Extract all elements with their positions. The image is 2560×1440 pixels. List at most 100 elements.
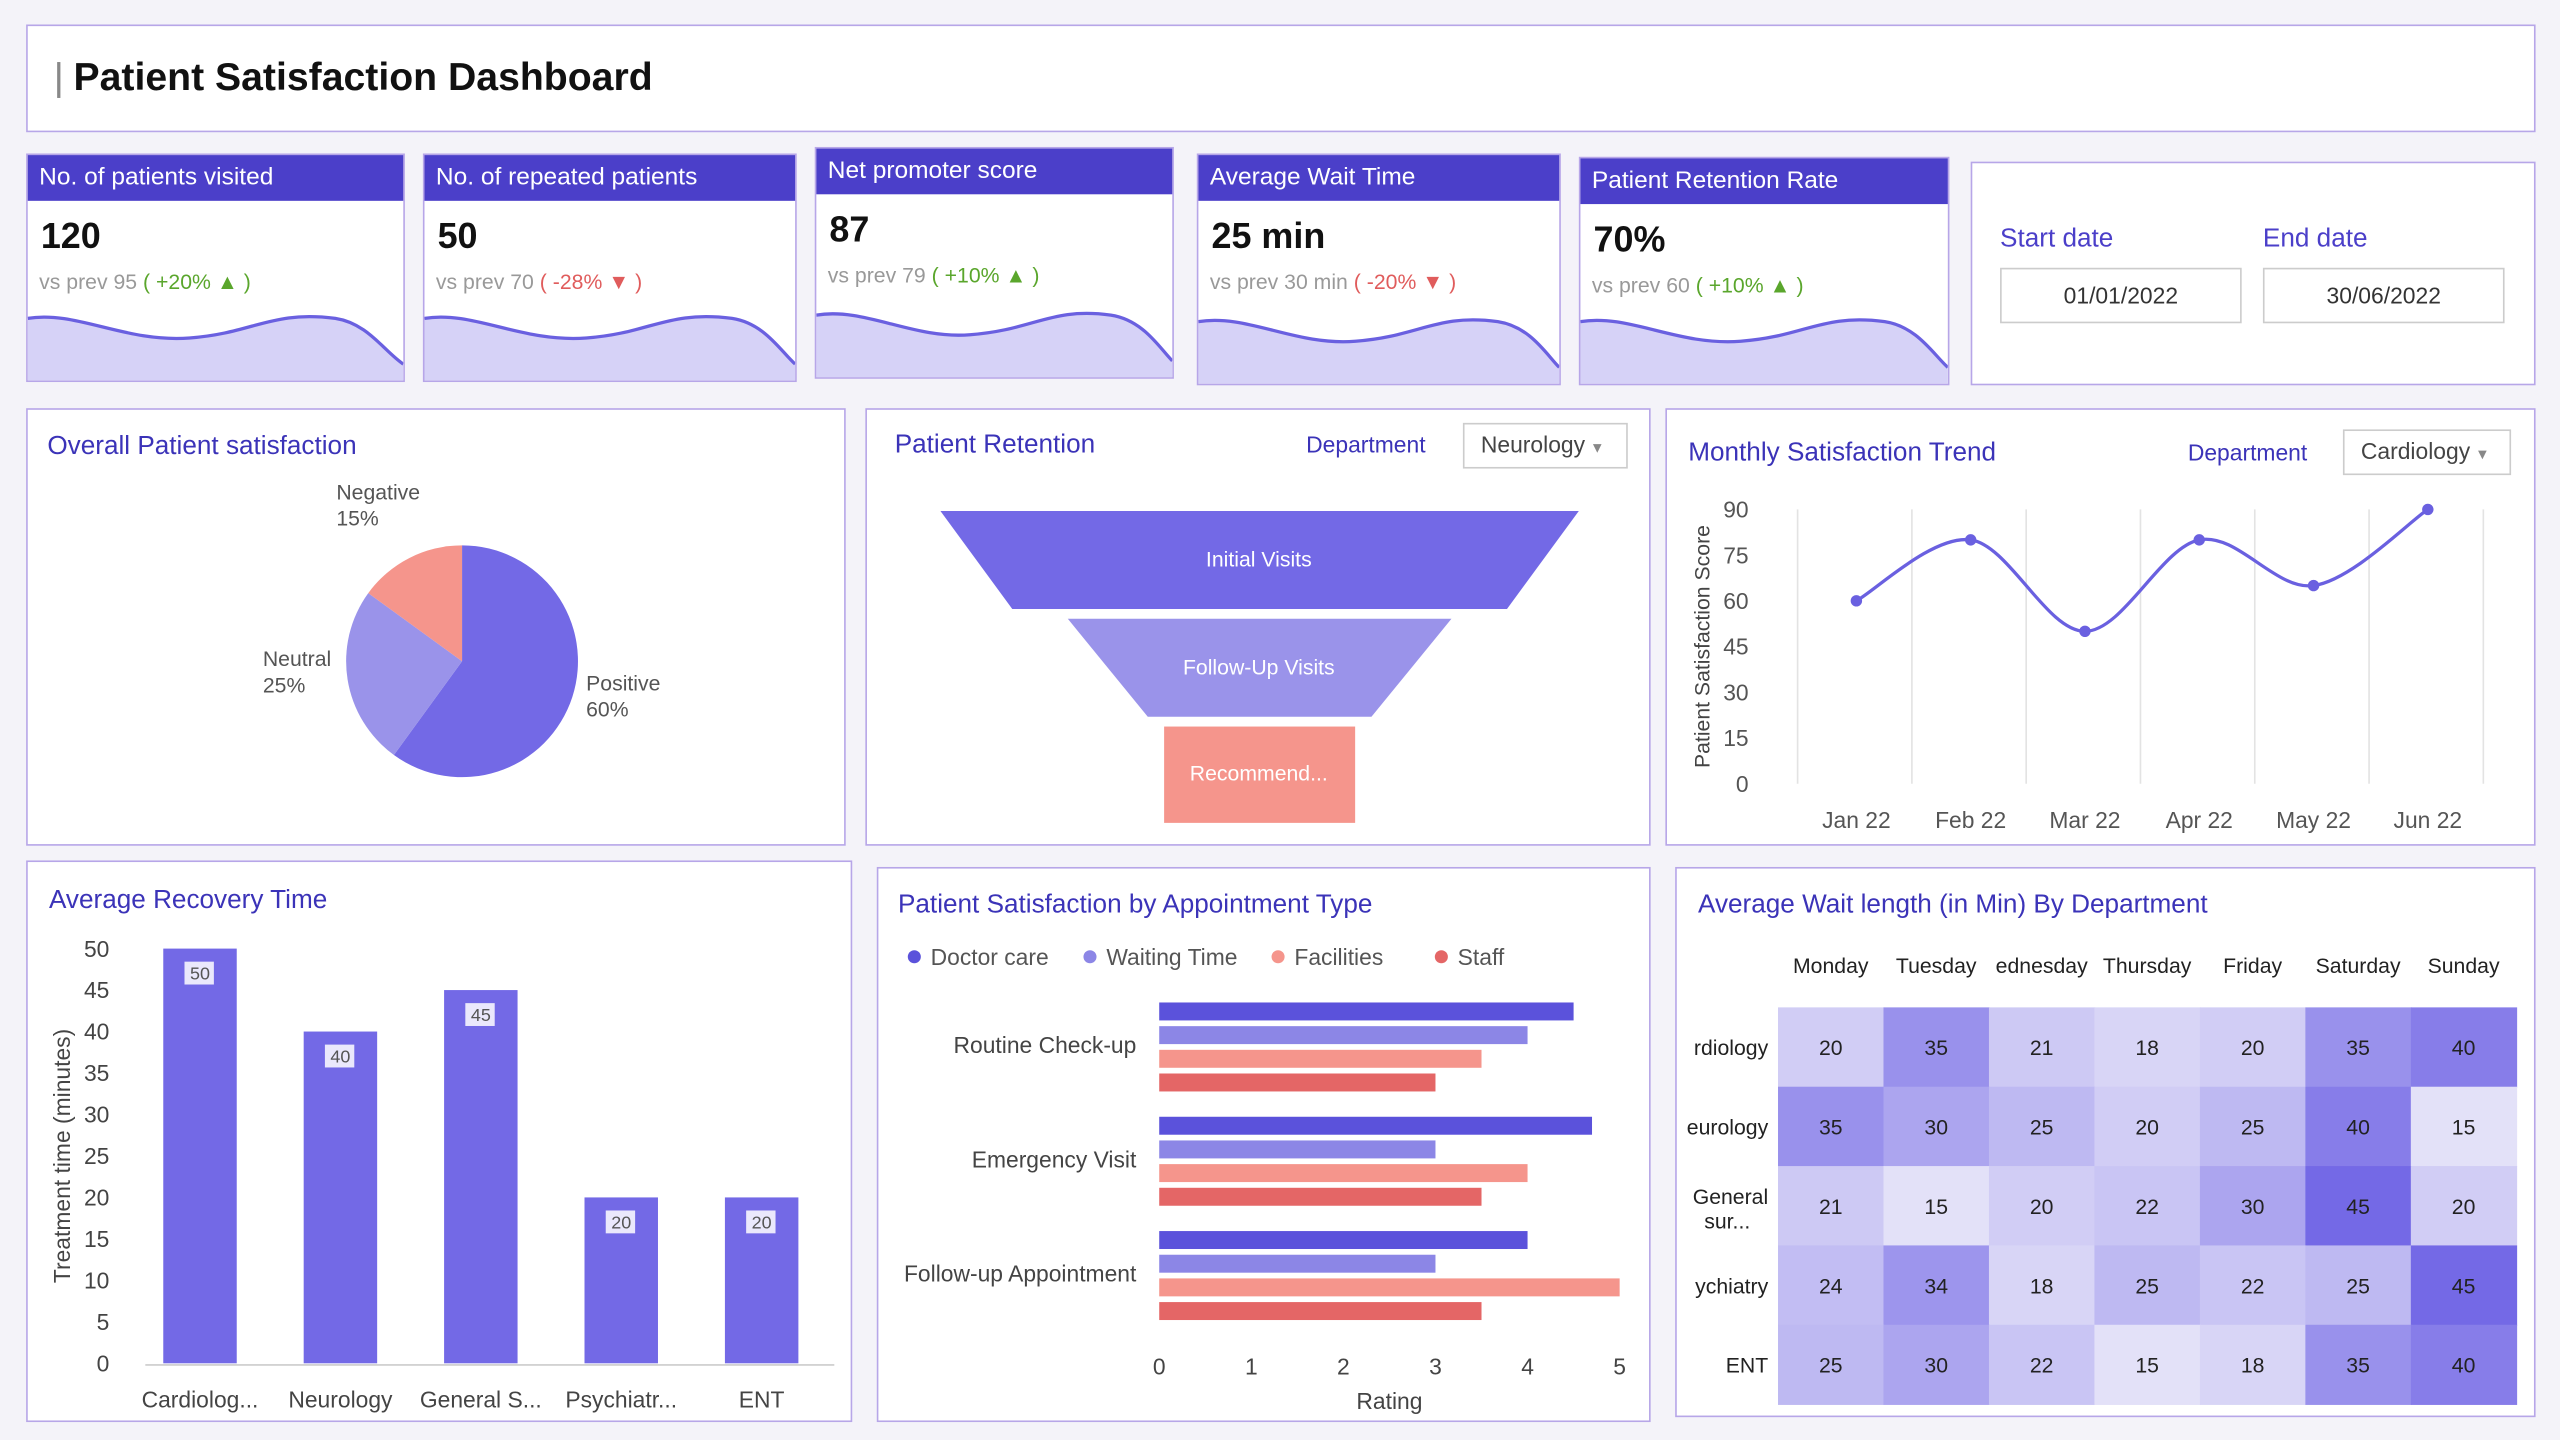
trend-line (1855, 508, 2429, 633)
title-bar: Patient Satisfaction Dashboard (26, 24, 2536, 133)
start-date-input[interactable]: 01/01/2022 (2000, 267, 2242, 324)
kpi-sparkline (1580, 318, 1948, 384)
heatmap-cell-value: 45 (2346, 1196, 2370, 1219)
kpi-prev: vs prev 70 (435, 269, 534, 294)
heatmap-cell (2199, 1007, 2307, 1088)
legend-label: Facilities (1294, 944, 1383, 970)
heatmap-cell-value: 25 (2135, 1275, 2159, 1298)
x-tick-label: ENT (739, 1386, 785, 1412)
kpi-value: 120 (40, 215, 101, 257)
x-tick-label: 2 (1337, 1354, 1350, 1380)
appointment-bar (1159, 1140, 1436, 1159)
heatmap-cell-value: 35 (2346, 1037, 2370, 1060)
heatmap-cell (2410, 1324, 2518, 1405)
heatmap-cell-value: 45 (2452, 1275, 2476, 1298)
title-accent (57, 62, 61, 98)
kpi-change: ( +10% ▲ ) (931, 262, 1040, 288)
heatmap-column-label: Monday (1793, 955, 1869, 978)
heatmap-cell-value: 22 (2030, 1355, 2054, 1378)
heatmap-cell (2094, 1086, 2201, 1167)
appointment-bar (1159, 1231, 1528, 1250)
y-category-label: Follow-up Appointment (904, 1261, 1137, 1287)
dropdown-value: Neurology (1480, 431, 1586, 458)
heatmap-cell (1778, 1086, 1885, 1167)
pie-pct-label: 15% (336, 508, 379, 531)
kpi-comparison: vs prev 79 ( +10% ▲ ) (828, 263, 1040, 287)
funnel-stage-initial (940, 511, 1579, 609)
heatmap-cell-value: 25 (2030, 1117, 2054, 1140)
pie-chart: Positive 60% Neutral 25% Negative 15% (263, 482, 660, 778)
pie-slice-neutral (346, 593, 463, 756)
patient-retention-card: Patient Retention Department Neurology ▼ … (865, 408, 1651, 846)
heatmap-column-label: Sunday (2428, 955, 2500, 978)
heatmap-cell (2305, 1086, 2412, 1167)
heatmap-cell-value: 20 (2241, 1037, 2265, 1060)
line-chart: 0 15 30 45 60 75 90 Patient Satisfaction Score J… (1691, 497, 2485, 833)
chevron-down-icon: ▼ (2475, 445, 2490, 463)
funnel-label-follow-up: Follow-Up Visits (1183, 656, 1335, 679)
kpi-label: No. of patients visited (27, 155, 404, 201)
kpi-sparkline (27, 315, 404, 381)
heatmap-cell (2199, 1166, 2307, 1247)
kpi-card-average-wait: Average Wait Time 25 min vs prev 30 min … (1196, 153, 1561, 386)
wait-heatmap-card: Average Wait length (in Min) By Departme… (1675, 866, 2536, 1418)
y-tick-label: 45 (1723, 634, 1748, 660)
legend-label: Doctor care (931, 944, 1049, 970)
x-tick-label: 5 (1613, 1354, 1626, 1380)
date-range-panel: Start date End date 01/01/2022 30/06/202… (1970, 161, 2536, 386)
y-axis-label: Treatment time (minutes) (49, 1029, 75, 1283)
kpi-sparkline (424, 315, 796, 381)
bar-value-bg (465, 1003, 495, 1026)
heatmap-cell-value: 40 (2452, 1355, 2476, 1378)
recovery-bar-chart: 0 5 10 15 20 25 30 35 40 45 50 Treatment time (minu… (49, 936, 835, 1412)
card-title: Patient Retention (894, 431, 1096, 459)
legend-label: Waiting Time (1106, 944, 1237, 970)
overall-satisfaction-card: Overall Patient satisfaction Positive 60%… (26, 408, 846, 846)
x-tick-label: Jan 22 (1822, 807, 1891, 833)
heatmap-cell-value: 30 (2241, 1196, 2265, 1219)
x-tick-label: Mar 22 (2049, 807, 2120, 833)
heatmap-cell (1778, 1324, 1885, 1405)
kpi-card-retention-rate: Patient Retention Rate 70% vs prev 60 ( … (1578, 156, 1950, 386)
legend-label: Staff (1458, 944, 1505, 970)
heatmap-cell-value: 25 (1819, 1355, 1843, 1378)
recovery-time-card: Average Recovery Time 0 5 10 15 20 25 30 35 40 45… (26, 860, 853, 1423)
heatmap-cell (1988, 1086, 2096, 1167)
trend-point (2422, 503, 2434, 516)
heatmap-row-label: General (1693, 1186, 1769, 1209)
kpi-sparkline (1198, 318, 1560, 384)
kpi-change: ( -28% ▼ ) (539, 269, 643, 294)
x-tick-label: Neurology (288, 1386, 393, 1412)
x-tick-label: Feb 22 (1935, 807, 2006, 833)
heatmap-column-label: Thursday (2103, 955, 2192, 978)
department-dropdown[interactable]: Neurology ▼ (1462, 422, 1628, 469)
heatmap-cell (2094, 1166, 2201, 1247)
heatmap-cell-value: 15 (2452, 1117, 2476, 1140)
y-category-label: Emergency Visit (972, 1146, 1137, 1172)
kpi-prev: vs prev 30 min (1209, 269, 1348, 294)
heatmap-cell-value: 35 (1924, 1037, 1948, 1060)
kpi-prev: vs prev 95 (39, 269, 138, 294)
heatmap-cell (2094, 1007, 2201, 1088)
y-tick-label: 60 (1723, 588, 1748, 614)
heatmap-cell-value: 20 (2452, 1196, 2476, 1219)
legend-swatch (1271, 950, 1285, 964)
heatmap-cell (1988, 1007, 2096, 1088)
heatmap-cell-value: 22 (2241, 1275, 2265, 1298)
bar-value-bg (324, 1044, 355, 1068)
bar-value-label: 20 (752, 1212, 772, 1232)
heatmap-column-label: Tuesday (1896, 955, 1977, 978)
card-title: Overall Patient satisfaction (47, 432, 357, 461)
heatmap-cell-value: 15 (1924, 1196, 1948, 1219)
y-tick-label: 35 (84, 1060, 109, 1086)
heatmap-cell-value: 15 (2135, 1355, 2159, 1378)
end-date-input[interactable]: 30/06/2022 (2262, 267, 2505, 324)
heatmap-cell-value: 22 (2135, 1196, 2159, 1219)
department-dropdown[interactable]: Cardiology ▼ (2342, 429, 2512, 476)
heatmap-cell (1883, 1245, 1990, 1326)
x-tick-label: 4 (1521, 1354, 1534, 1380)
x-tick-label: Psychiatr... (565, 1386, 677, 1412)
bar-value-bg (605, 1210, 636, 1234)
pie-label: Negative (336, 482, 420, 505)
kpi-value: 87 (829, 208, 870, 250)
